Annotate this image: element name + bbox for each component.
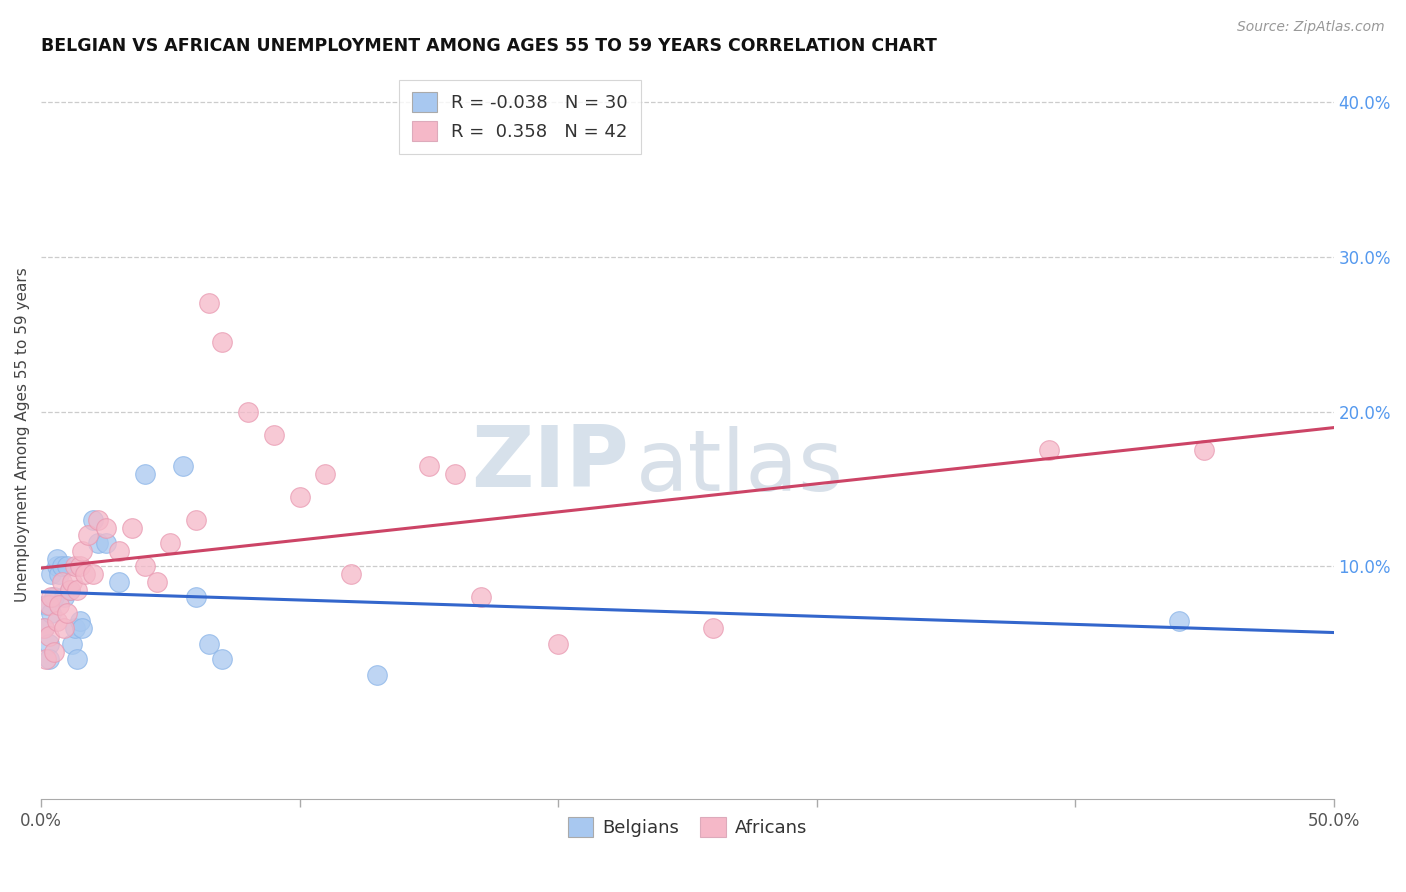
Point xyxy=(288,490,311,504)
Point xyxy=(41,606,63,620)
Point xyxy=(69,559,91,574)
Point xyxy=(63,622,86,636)
Point xyxy=(66,582,89,597)
Point xyxy=(547,637,569,651)
Point xyxy=(107,574,129,589)
Point xyxy=(56,559,79,574)
Point xyxy=(42,591,65,605)
Point xyxy=(32,622,55,636)
Point xyxy=(134,467,156,481)
Point xyxy=(38,637,60,651)
Point xyxy=(121,521,143,535)
Point xyxy=(82,513,104,527)
Point xyxy=(35,652,58,666)
Legend: Belgians, Africans: Belgians, Africans xyxy=(561,810,814,845)
Point xyxy=(45,559,67,574)
Y-axis label: Unemployment Among Ages 55 to 59 years: Unemployment Among Ages 55 to 59 years xyxy=(15,268,30,602)
Point xyxy=(38,598,60,612)
Point xyxy=(82,567,104,582)
Point xyxy=(41,567,63,582)
Point xyxy=(443,467,465,481)
Text: BELGIAN VS AFRICAN UNEMPLOYMENT AMONG AGES 55 TO 59 YEARS CORRELATION CHART: BELGIAN VS AFRICAN UNEMPLOYMENT AMONG AG… xyxy=(41,37,936,55)
Point xyxy=(211,652,233,666)
Point xyxy=(53,591,76,605)
Point xyxy=(314,467,336,481)
Point xyxy=(172,458,194,473)
Point xyxy=(107,544,129,558)
Point xyxy=(198,296,221,310)
Text: atlas: atlas xyxy=(636,426,844,509)
Point xyxy=(51,559,73,574)
Point xyxy=(87,536,110,550)
Point xyxy=(366,668,388,682)
Point xyxy=(35,598,58,612)
Point xyxy=(60,574,83,589)
Point xyxy=(48,567,70,582)
Point xyxy=(87,513,110,527)
Point xyxy=(94,536,117,550)
Point xyxy=(236,404,259,418)
Point xyxy=(58,582,80,597)
Point xyxy=(38,652,60,666)
Point xyxy=(340,567,363,582)
Point xyxy=(42,645,65,659)
Point xyxy=(1194,443,1216,458)
Point xyxy=(1167,614,1189,628)
Point xyxy=(63,559,86,574)
Point xyxy=(45,614,67,628)
Text: Source: ZipAtlas.com: Source: ZipAtlas.com xyxy=(1237,20,1385,34)
Point xyxy=(470,591,492,605)
Point xyxy=(211,334,233,349)
Point xyxy=(53,622,76,636)
Point xyxy=(1038,443,1060,458)
Point xyxy=(69,614,91,628)
Text: ZIP: ZIP xyxy=(471,423,630,506)
Point xyxy=(159,536,181,550)
Point xyxy=(48,598,70,612)
Point xyxy=(51,574,73,589)
Point xyxy=(72,544,94,558)
Point xyxy=(186,513,208,527)
Point xyxy=(38,629,60,643)
Point xyxy=(60,637,83,651)
Point xyxy=(32,622,55,636)
Point xyxy=(66,652,89,666)
Point xyxy=(134,559,156,574)
Point xyxy=(94,521,117,535)
Point xyxy=(76,528,98,542)
Point xyxy=(418,458,440,473)
Point xyxy=(702,622,724,636)
Point xyxy=(58,582,80,597)
Point xyxy=(72,622,94,636)
Point xyxy=(73,567,96,582)
Point xyxy=(56,606,79,620)
Point xyxy=(263,427,285,442)
Point xyxy=(41,591,63,605)
Point xyxy=(186,591,208,605)
Point xyxy=(45,551,67,566)
Point xyxy=(198,637,221,651)
Point xyxy=(146,574,169,589)
